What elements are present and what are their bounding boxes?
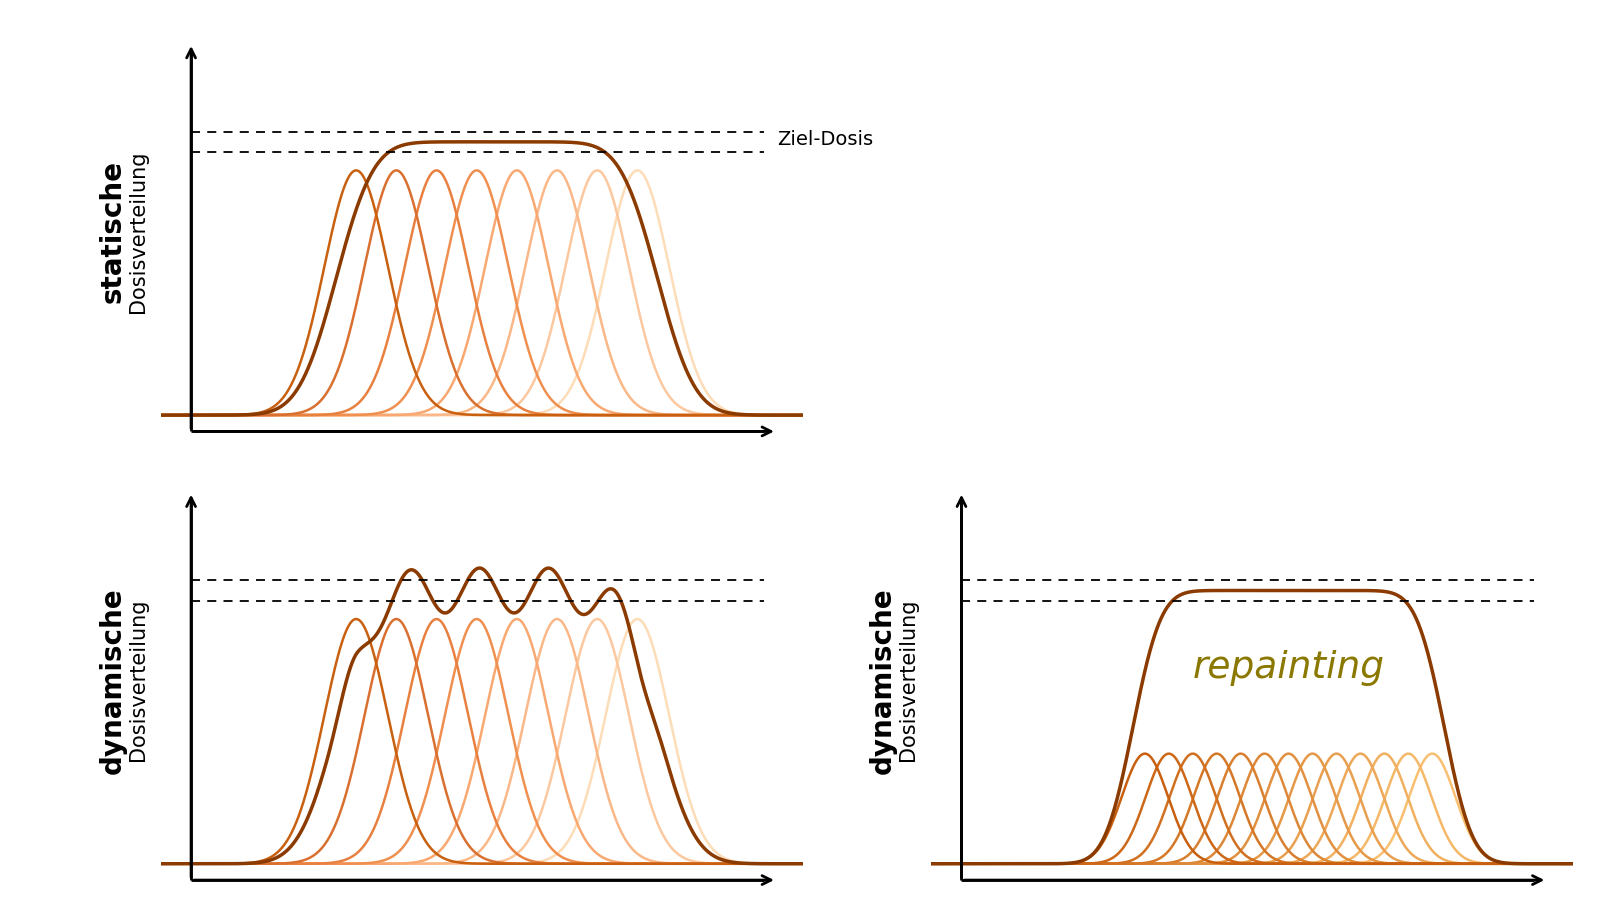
Text: Dosisverteilung: Dosisverteilung [128,150,148,313]
Text: statische: statische [98,160,127,303]
Text: Dosisverteilung: Dosisverteilung [899,599,918,762]
Text: dynamische: dynamische [98,587,127,774]
Text: repainting: repainting [1193,650,1385,686]
Text: Ziel-Dosis: Ziel-Dosis [777,130,873,149]
Text: Dosisverteilung: Dosisverteilung [128,599,148,762]
Text: dynamische: dynamische [868,587,897,774]
